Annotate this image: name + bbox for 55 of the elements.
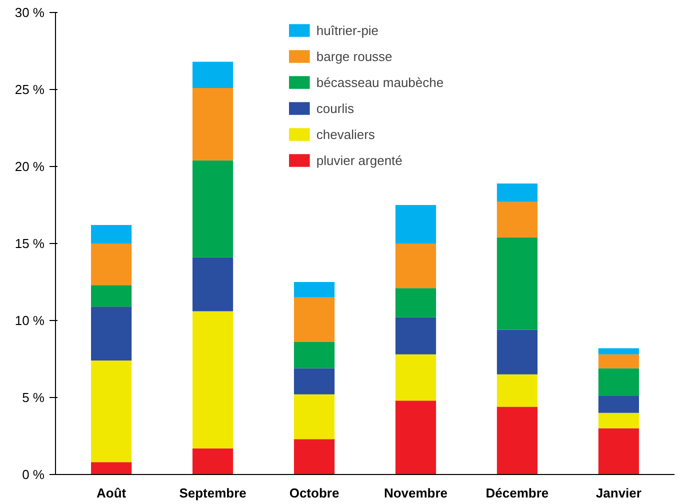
bar — [395, 288, 436, 318]
y-tick-label: 0 % — [22, 467, 45, 482]
bar — [91, 462, 132, 474]
bar — [91, 225, 132, 244]
bar — [91, 306, 132, 361]
x-tick-label: Septembre — [179, 486, 246, 500]
bar — [598, 396, 639, 413]
bar — [91, 244, 132, 286]
bar — [192, 448, 234, 474]
bar — [294, 394, 335, 440]
bar — [294, 297, 335, 342]
bar — [395, 400, 436, 474]
x-tick-label: Novembre — [384, 486, 448, 500]
y-tick-label: 30 % — [14, 5, 45, 20]
bar — [192, 62, 234, 88]
bar — [395, 354, 436, 401]
bar — [294, 282, 335, 298]
bar — [294, 342, 335, 368]
bar — [395, 317, 436, 354]
bar — [192, 88, 234, 160]
bar — [294, 368, 335, 394]
bar — [598, 354, 639, 368]
x-tick-label: Octobre — [289, 486, 340, 500]
legend-label: courlis — [316, 100, 354, 116]
bar — [598, 428, 639, 474]
bar — [496, 374, 538, 407]
legend-label: chevaliers — [316, 126, 375, 142]
bar — [496, 406, 538, 474]
y-tick-label: 25 % — [14, 82, 45, 97]
bar — [294, 439, 335, 474]
bar — [496, 330, 538, 374]
y-tick-label: 10 % — [14, 313, 45, 328]
bar — [598, 348, 639, 354]
legend-label: barge rousse — [316, 48, 392, 64]
x-tick-label: Janvier — [596, 486, 642, 500]
bar — [598, 412, 639, 428]
bar — [496, 202, 538, 238]
y-tick-label: 15 % — [14, 236, 45, 251]
x-tick-label: Août — [96, 486, 127, 500]
bar — [91, 360, 132, 462]
bar — [395, 205, 436, 244]
legend-label: pluvier argenté — [316, 152, 402, 168]
bar — [496, 237, 538, 330]
y-tick-label: 5 % — [22, 390, 45, 405]
bar — [192, 311, 234, 448]
bar — [91, 285, 132, 307]
bar — [496, 183, 538, 202]
legend-label: huîtrier-pie — [316, 22, 379, 38]
legend-label: bécasseau maubèche — [316, 74, 444, 90]
y-tick-label: 20 % — [14, 159, 45, 174]
bar — [192, 160, 234, 258]
bar — [395, 244, 436, 288]
bar — [598, 368, 639, 396]
bar — [192, 257, 234, 312]
x-tick-label: Décembre — [486, 486, 549, 500]
